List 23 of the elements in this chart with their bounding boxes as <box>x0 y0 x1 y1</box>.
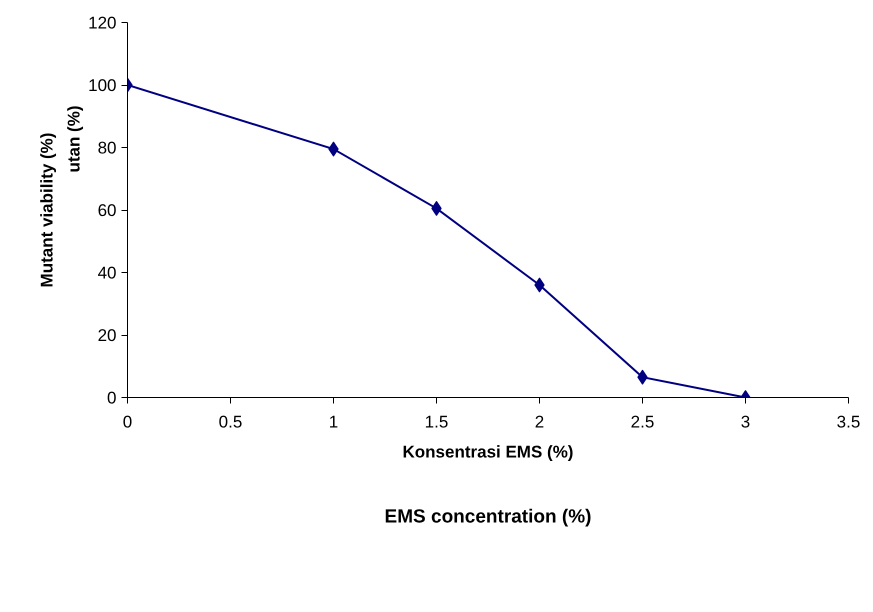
point <box>431 200 442 216</box>
x-tick-label: 2.5 <box>630 412 654 432</box>
x-tick-label: 2 <box>534 412 544 432</box>
y-tick-label: 20 <box>98 326 117 345</box>
x-tick-label: 0 <box>122 412 132 432</box>
y-tick-label: 120 <box>88 14 117 32</box>
x-axis-title: Konsentrasi EMS (%) <box>402 442 574 462</box>
point <box>534 278 545 292</box>
y-tick-label: 100 <box>88 76 117 95</box>
text: utan (%) <box>64 106 84 173</box>
point <box>637 370 648 385</box>
x-tick-label: 3.5 <box>836 412 860 432</box>
y-axis-title: Mutant viability (%) <box>38 132 56 288</box>
x-tick-label: 1.5 <box>424 412 448 432</box>
y-tick-label: 40 <box>98 264 117 282</box>
y-tick-label: 60 <box>98 201 117 220</box>
point <box>328 142 339 157</box>
x-tick-label: 0.5 <box>218 412 242 432</box>
x-tick-label: 3 <box>740 412 750 432</box>
text: EMS concentration (%) <box>384 506 592 528</box>
y-tick-label: 0 <box>107 388 117 408</box>
y-tick-label: 80 <box>98 138 117 158</box>
x-tick-label: 1 <box>328 412 338 432</box>
